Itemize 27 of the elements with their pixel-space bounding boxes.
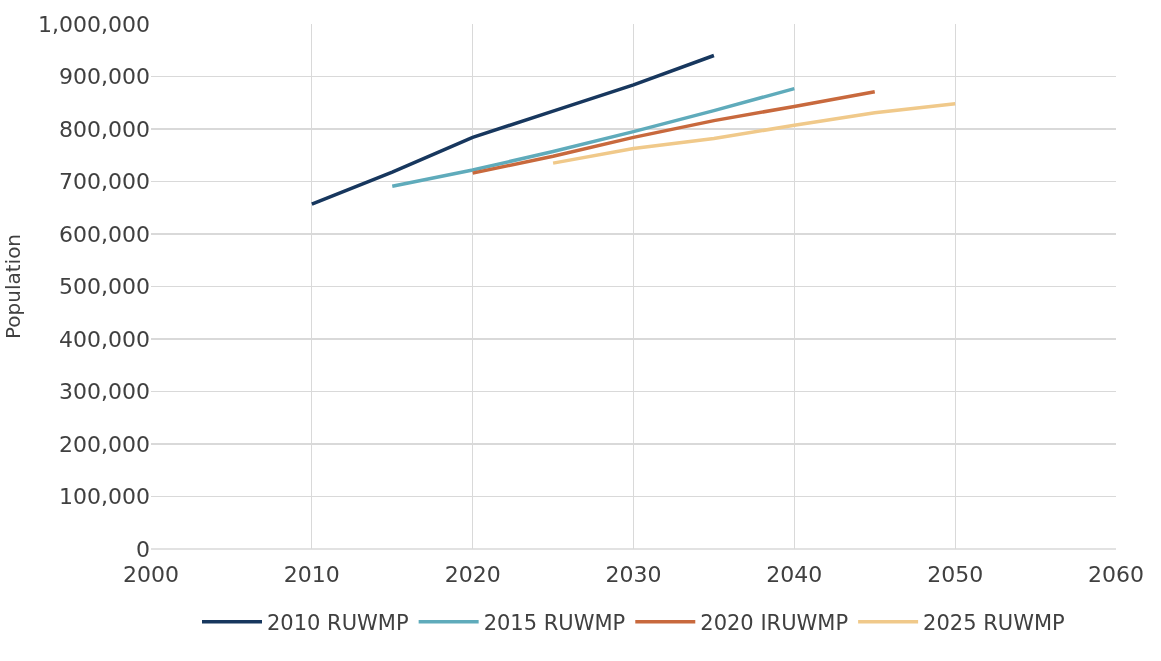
y-tick-label: 900,000 [59,64,150,90]
line-series [470,89,877,175]
x-tick-label: 2060 [1088,562,1144,587]
y-tick-label: 700,000 [59,169,150,195]
x-tick-label: 2040 [766,562,823,587]
y-tick-label: 600,000 [59,221,150,247]
y-tick-label: 500,000 [59,274,150,300]
y-tick-label: 300,000 [59,379,150,405]
x-tick-label: 2030 [605,562,662,587]
legend-label: 2020 IRUWMP [700,610,849,635]
x-tick-label: 2050 [927,562,984,587]
y-tick-label: 400,000 [59,326,150,352]
x-tick-label: 2010 [283,562,340,587]
x-tick-label: 2000 [123,562,179,587]
y-tick-label: 0 [136,536,150,562]
legend-label: 2015 RUWMP [483,610,626,635]
line-series [310,53,716,206]
legend-label: 2010 RUWMP [267,610,409,635]
y-tick-label: 800,000 [59,116,150,142]
y-tick-label: 100,000 [59,484,150,510]
legend-label: 2025 RUWMP [923,610,1065,635]
x-tick-label: 2020 [444,562,501,587]
line-series [390,86,797,188]
y-tick-label: 1,000,000 [38,11,150,37]
line-series [551,102,957,165]
y-tick-label: 200,000 [59,431,150,457]
y-axis-title: Population [0,233,25,340]
